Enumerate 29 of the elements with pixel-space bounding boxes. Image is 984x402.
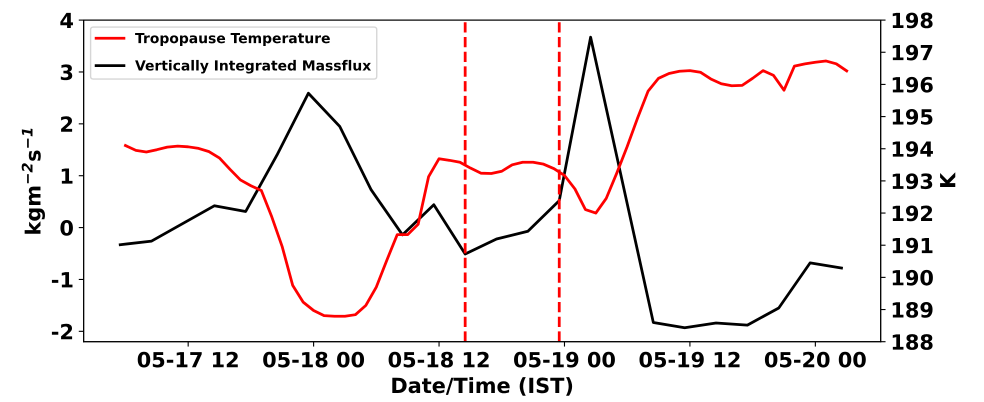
x-axis-title: Date/Time (IST)	[392, 377, 572, 396]
y2-axis-title: K	[940, 172, 956, 188]
legend-label: Tropopause Temperature	[135, 33, 330, 46]
y2-tick-label: 190	[892, 270, 933, 286]
y2-tick-label: 189	[892, 302, 933, 318]
y-tick-label: 2	[61, 116, 72, 132]
y2-tick-label: 195	[892, 109, 932, 125]
y-tick-label: 0	[60, 220, 73, 236]
y2-tick-label: 196	[892, 76, 933, 93]
y2-tick-label: 193	[892, 173, 932, 190]
y-tick-label: -1	[52, 272, 72, 288]
y2-tick-label: 194	[892, 141, 933, 157]
y2-tick-label: 192	[892, 206, 932, 222]
legend-label: Vertically Integrated Massflux	[135, 60, 371, 74]
y2-tick-label: 191	[892, 238, 932, 254]
x-tick-label: 05-19 12	[639, 352, 740, 368]
x-tick-label: 05-17 12	[138, 352, 238, 368]
y2-tick-label: 188	[892, 334, 933, 350]
y-tick-label: 1	[62, 168, 72, 184]
x-tick-label: 05-19 00	[514, 352, 615, 368]
y2-tick-label: 198	[892, 12, 933, 28]
y-tick-label: 3	[60, 64, 72, 80]
y2-tick-label: 197	[892, 44, 932, 60]
x-tick-label: 05-20 00	[764, 352, 866, 368]
x-tick-label: 05-18 00	[263, 352, 364, 368]
y-axis-title: kgm$^{−2}$s$^{−1}$	[22, 128, 45, 234]
y-tick-label: 4	[60, 12, 73, 28]
x-tick-label: 05-18 12	[388, 352, 489, 368]
y-tick-label: -2	[52, 324, 72, 340]
